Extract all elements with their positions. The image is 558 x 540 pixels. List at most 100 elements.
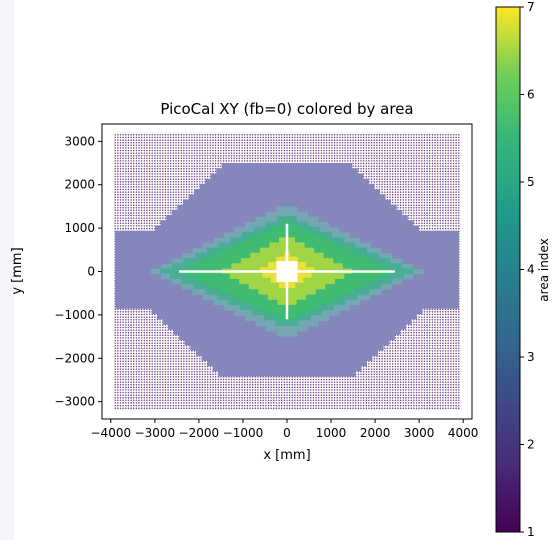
area-1-dot: [391, 352, 394, 355]
area-1-dot: [167, 347, 169, 350]
area-1-dot: [222, 404, 225, 407]
area-1-dot: [183, 389, 185, 391]
area-1-dot: [286, 376, 288, 378]
area-1-dot: [370, 370, 373, 373]
area-1-dot: [127, 378, 130, 381]
area-1-dot: [439, 376, 442, 378]
area-1-dot: [360, 383, 362, 386]
area-1-dot: [357, 381, 360, 383]
area-1-dot: [135, 370, 138, 373]
area-1-dot: [259, 389, 262, 391]
area-1-dot: [391, 407, 394, 409]
area-1-dot: [455, 381, 457, 383]
area-1-dot: [114, 339, 116, 342]
area-1-dot: [191, 365, 193, 368]
area-1-dot: [426, 365, 428, 368]
area-1-dot: [143, 381, 146, 383]
area-1-dot: [212, 396, 214, 399]
area-1-dot: [212, 399, 214, 402]
area-1-dot: [130, 339, 132, 342]
area-1-dot: [434, 386, 436, 389]
area-1-dot: [130, 399, 132, 402]
area-1-dot: [378, 386, 381, 389]
area-1-dot: [159, 370, 161, 373]
area-1-dot: [188, 378, 190, 381]
area-1-dot: [220, 376, 222, 378]
area-1-dot: [138, 337, 140, 339]
area-1-dot: [114, 342, 116, 344]
area-1-dot: [199, 394, 201, 396]
area-1-dot: [447, 352, 449, 355]
area-1-dot: [265, 378, 267, 381]
area-1-dot: [270, 391, 272, 394]
area-1-dot: [389, 365, 391, 368]
area-1-dot: [291, 407, 294, 409]
area-1-dot: [347, 404, 349, 407]
area-1-dot: [206, 404, 209, 407]
area-1-dot: [444, 329, 447, 331]
area-1-dot: [140, 357, 143, 360]
area-1-dot: [431, 331, 434, 334]
area-1-dot: [299, 396, 301, 399]
area-1-dot: [333, 381, 336, 383]
area-1-dot: [217, 376, 220, 378]
area-1-dot: [444, 344, 447, 347]
area-1-dot: [442, 318, 444, 321]
area-1-dot: [164, 383, 167, 386]
area-1-dot: [130, 321, 132, 324]
area-1-dot: [415, 350, 418, 352]
area-1-dot: [378, 391, 381, 394]
area-1-dot: [183, 386, 185, 389]
area-1-dot: [156, 344, 159, 347]
area-1-dot: [431, 311, 434, 313]
area-1-dot: [410, 339, 412, 342]
area-1-dot: [243, 407, 246, 409]
area-1-dot: [185, 381, 188, 383]
area-1-dot: [122, 365, 124, 368]
area-1-dot: [402, 407, 405, 409]
area-1-dot: [431, 363, 434, 365]
area-1-dot: [320, 376, 323, 378]
area-1-dot: [415, 407, 418, 409]
area-1-dot: [270, 389, 272, 391]
area-1-dot: [249, 407, 251, 409]
area-1-dot: [230, 383, 233, 386]
area-1-dot: [217, 386, 220, 389]
area-1-dot: [122, 334, 124, 337]
area-1-dot: [442, 402, 444, 404]
area-1-dot: [212, 391, 214, 394]
area-1-dot: [180, 394, 183, 396]
area-1-dot: [421, 337, 423, 339]
area-1-dot: [442, 394, 444, 396]
area-1-dot: [444, 331, 447, 334]
area-1-dot: [148, 342, 151, 344]
area-1-dot: [132, 311, 135, 313]
area-1-dot: [436, 363, 439, 365]
area-1-dot: [450, 404, 452, 407]
area-1-dot: [442, 386, 444, 389]
area-1-dot: [114, 373, 116, 376]
area-1-dot: [164, 404, 167, 407]
area-1-dot: [191, 389, 193, 391]
area-1-dot: [455, 365, 457, 368]
area-1-dot: [241, 376, 243, 378]
area-1-dot: [162, 337, 164, 339]
area-1-dot: [423, 311, 426, 313]
area-1-dot: [175, 334, 177, 337]
area-1-dot: [156, 334, 159, 337]
area-1-dot: [148, 365, 151, 368]
area-1-dot: [148, 391, 151, 394]
area-1-dot: [365, 394, 368, 396]
area-1-dot: [193, 352, 196, 355]
area-1-dot: [447, 402, 449, 404]
area-1-dot: [140, 407, 143, 409]
area-1-dot: [410, 355, 412, 357]
area-1-dot: [177, 352, 180, 355]
area-1-dot: [164, 337, 167, 339]
area-1-dot: [286, 404, 288, 407]
area-1-dot: [423, 324, 426, 326]
area-1-dot: [399, 373, 402, 376]
area-1-dot: [169, 347, 172, 350]
area-1-dot: [426, 347, 428, 350]
area-1-dot: [175, 399, 177, 402]
